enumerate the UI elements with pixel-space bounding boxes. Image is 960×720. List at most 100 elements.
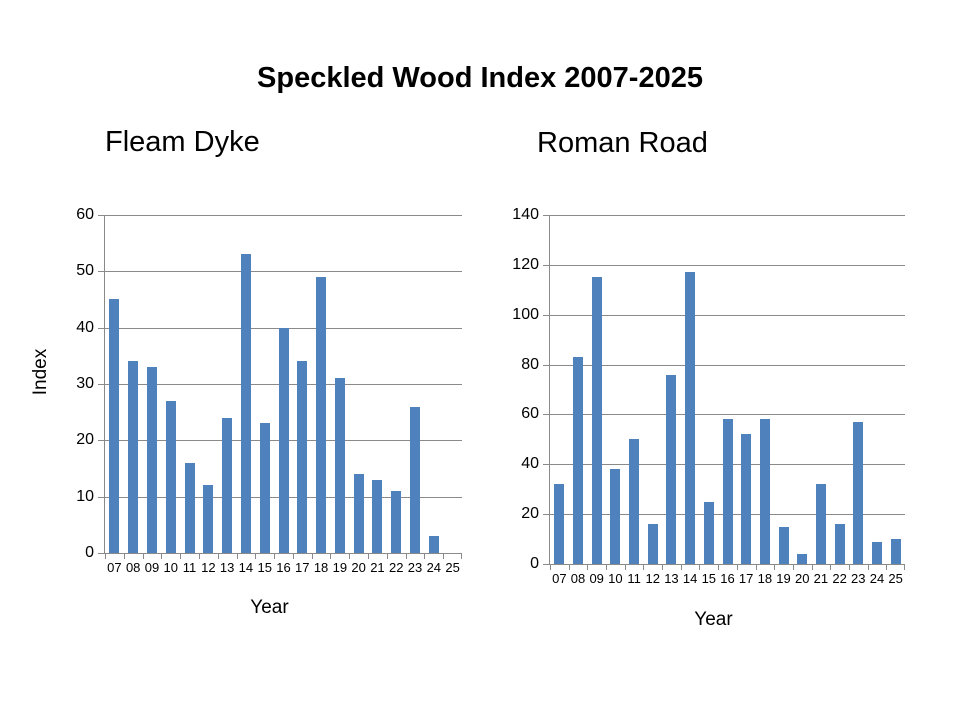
x-axis-tick bbox=[443, 553, 444, 559]
x-axis-tick bbox=[105, 553, 106, 559]
x-tick-label: 08 bbox=[570, 571, 586, 586]
bar-11 bbox=[629, 439, 639, 564]
x-tick-label: 17 bbox=[295, 560, 310, 575]
x-axis-tick bbox=[330, 553, 331, 559]
x-axis-tick bbox=[643, 564, 644, 570]
x-axis-tick bbox=[161, 553, 162, 559]
x-axis-tick bbox=[606, 564, 607, 570]
bar-23 bbox=[853, 422, 863, 564]
bar-15 bbox=[260, 423, 270, 553]
x-tick-label: 22 bbox=[832, 571, 847, 586]
y-axis-tick bbox=[543, 315, 550, 316]
bar-17 bbox=[741, 434, 751, 564]
bar-21 bbox=[816, 484, 826, 564]
x-tick-label: 21 bbox=[370, 560, 385, 575]
bar-23 bbox=[410, 407, 420, 553]
bar-07 bbox=[554, 484, 564, 564]
x-axis-tick bbox=[812, 564, 813, 570]
y-axis-tick bbox=[543, 215, 550, 216]
x-axis-tick bbox=[180, 553, 181, 559]
bar-13 bbox=[666, 375, 676, 564]
x-axis-tick bbox=[424, 553, 425, 559]
bar-22 bbox=[391, 491, 401, 553]
x-tick-label: 20 bbox=[351, 560, 366, 575]
bar-20 bbox=[354, 474, 364, 553]
x-tick-label: 11 bbox=[627, 571, 641, 586]
x-axis-label-year: Year bbox=[250, 597, 289, 618]
y-tick-label: 20 bbox=[521, 505, 539, 522]
bar-16 bbox=[723, 419, 733, 564]
x-axis-tick bbox=[349, 553, 350, 559]
x-axis-tick bbox=[830, 564, 831, 570]
bar-14 bbox=[241, 254, 251, 553]
x-axis-tick bbox=[255, 553, 256, 559]
x-axis-tick bbox=[218, 553, 219, 559]
x-axis-tick bbox=[699, 564, 700, 570]
x-axis-tick bbox=[387, 553, 388, 559]
bar-10 bbox=[610, 469, 620, 564]
gridline bbox=[550, 315, 905, 316]
x-axis-tick bbox=[368, 553, 369, 559]
x-tick-label: 12 bbox=[645, 571, 660, 586]
x-tick-label: 17 bbox=[738, 571, 754, 586]
x-axis-tick bbox=[274, 553, 275, 559]
y-tick-label: 0 bbox=[85, 544, 94, 561]
x-tick-label: 21 bbox=[813, 571, 829, 586]
bar-19 bbox=[779, 527, 789, 564]
gridline bbox=[550, 365, 905, 366]
x-tick-label: 15 bbox=[257, 560, 272, 575]
bar-10 bbox=[166, 401, 176, 553]
y-tick-label: 120 bbox=[512, 256, 539, 273]
x-axis-tick bbox=[756, 564, 757, 570]
bar-08 bbox=[128, 361, 138, 553]
x-tick-label: 10 bbox=[163, 560, 178, 575]
x-tick-label: 16 bbox=[720, 571, 735, 586]
x-tick-label: 09 bbox=[589, 571, 604, 586]
bar-17 bbox=[297, 361, 307, 553]
bar-22 bbox=[835, 524, 845, 564]
x-tick-label: 24 bbox=[869, 571, 885, 586]
x-tick-label: 25 bbox=[445, 560, 460, 575]
x-axis-tick bbox=[904, 564, 905, 570]
x-tick-label: 20 bbox=[794, 571, 810, 586]
y-axis-tick bbox=[98, 497, 105, 498]
x-axis-label-year: Year bbox=[694, 609, 733, 630]
y-tick-label: 0 bbox=[530, 555, 539, 572]
x-axis-tick bbox=[868, 564, 869, 570]
x-tick-label: 24 bbox=[426, 560, 442, 575]
x-tick-label: 12 bbox=[201, 560, 216, 575]
y-tick-label: 60 bbox=[76, 206, 94, 223]
chart-title-fleam-dyke: Fleam Dyke bbox=[105, 126, 260, 158]
y-axis-tick bbox=[98, 271, 105, 272]
x-tick-label: 10 bbox=[608, 571, 623, 586]
x-axis-tick bbox=[406, 553, 407, 559]
x-tick-label: 13 bbox=[664, 571, 679, 586]
x-axis-tick bbox=[793, 564, 794, 570]
y-tick-label: 40 bbox=[521, 455, 539, 472]
bar-24 bbox=[872, 542, 882, 564]
x-tick-label: 07 bbox=[552, 571, 567, 586]
y-axis-tick bbox=[543, 265, 550, 266]
bar-14 bbox=[685, 272, 695, 564]
x-axis-tick bbox=[312, 553, 313, 559]
x-tick-label: 19 bbox=[332, 560, 348, 575]
y-axis-tick bbox=[98, 215, 105, 216]
bar-21 bbox=[372, 480, 382, 553]
x-axis-tick bbox=[662, 564, 663, 570]
x-axis-tick bbox=[569, 564, 570, 570]
y-axis-tick bbox=[543, 564, 550, 565]
y-axis-tick bbox=[98, 553, 105, 554]
x-axis-tick bbox=[849, 564, 850, 570]
x-tick-label: 08 bbox=[125, 560, 141, 575]
y-axis-tick bbox=[98, 384, 105, 385]
plot-area-roman-road: 0 20 40 60 80 100 120 140 07 08 09 10 11 12 13 14 15 16 17… bbox=[512, 206, 905, 585]
gridline bbox=[550, 414, 905, 415]
bar-12 bbox=[648, 524, 658, 564]
x-axis-tick bbox=[199, 553, 200, 559]
y-tick-label: 20 bbox=[76, 431, 94, 448]
gridline bbox=[105, 271, 462, 272]
y-tick-label: 100 bbox=[512, 306, 539, 323]
bar-11 bbox=[185, 463, 195, 553]
x-tick-label: 14 bbox=[238, 560, 254, 575]
